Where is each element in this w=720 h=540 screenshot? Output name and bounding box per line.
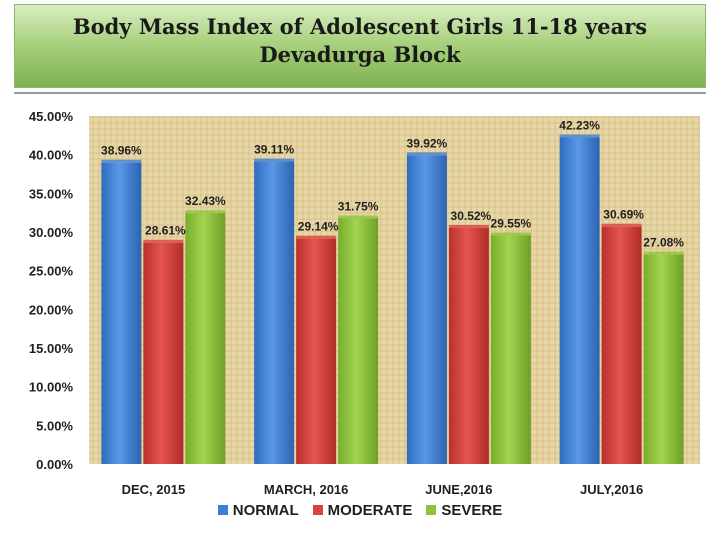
chart-subtitle: Devadurga Block <box>259 42 461 67</box>
data-label: 28.61% <box>145 224 186 238</box>
y-tick-label: 20.00% <box>29 302 74 317</box>
chart-title-banner: Body Mass Index of Adolescent Girls 11-1… <box>14 4 706 88</box>
legend-swatch-severe <box>426 505 437 515</box>
data-label: 42.23% <box>559 118 600 132</box>
bar-moderate <box>296 238 337 464</box>
data-label: 32.43% <box>185 194 226 208</box>
legend-swatch-moderate <box>312 505 323 515</box>
data-label: 31.75% <box>338 199 379 213</box>
bar-cap-moderate <box>296 235 337 239</box>
data-label: 39.11% <box>254 143 294 157</box>
bar-severe <box>490 235 531 464</box>
legend-item-moderate: MODERATE <box>312 501 413 519</box>
bar-cap-moderate <box>448 224 489 228</box>
bar-cap-severe <box>185 210 226 214</box>
y-tick-label: 35.00% <box>29 186 74 201</box>
y-tick-label: 25.00% <box>29 264 74 279</box>
y-tick-label: 30.00% <box>29 225 74 240</box>
bar-cap-severe <box>490 232 531 236</box>
x-tick-label: JULY,2016 <box>580 482 643 497</box>
data-label: 27.08% <box>643 236 684 250</box>
bar-normal <box>254 161 295 465</box>
legend: NORMAL MODERATE SEVERE <box>0 500 720 520</box>
bar-moderate <box>143 242 184 464</box>
data-label: 38.96% <box>101 144 142 158</box>
bar-chart: 0.00% 5.00% 10.00% 15.00% 20.00% 25.00% 30.00%… <box>29 109 700 497</box>
legend-label-normal: NORMAL <box>232 501 299 519</box>
data-label: 30.52% <box>451 209 492 223</box>
y-tick-label: 45.00% <box>29 109 74 124</box>
data-label: 29.14% <box>298 220 339 234</box>
legend-item-normal: NORMAL <box>217 501 299 519</box>
bar-normal <box>559 137 600 464</box>
legend-label-moderate: MODERATE <box>327 501 413 519</box>
bar-cap-normal <box>559 134 600 138</box>
bar-severe <box>185 213 226 464</box>
legend-item-severe: SEVERE <box>426 502 502 519</box>
chart-title: Body Mass Index of Adolescent Girls 11-1… <box>72 14 648 39</box>
legend-swatch-normal <box>217 505 228 515</box>
bar-cap-moderate <box>143 239 184 243</box>
data-label: 39.92% <box>407 136 448 150</box>
y-tick-label: 40.00% <box>29 148 74 163</box>
bar-cap-moderate <box>601 223 642 227</box>
legend-label-severe: SEVERE <box>441 501 503 519</box>
bar-severe <box>643 254 684 464</box>
y-tick-label: 0.00% <box>36 457 73 472</box>
data-label: 30.69% <box>603 208 644 222</box>
data-label: 29.55% <box>491 216 532 230</box>
x-tick-label: MARCH, 2016 <box>264 482 349 497</box>
bar-cap-normal <box>101 159 142 163</box>
bar-severe <box>338 218 379 464</box>
x-tick-label: DEC, 2015 <box>122 482 186 497</box>
bar-cap-severe <box>643 251 684 255</box>
x-tick-label: JUNE,2016 <box>425 482 492 497</box>
bar-moderate <box>601 226 642 464</box>
y-tick-label: 15.00% <box>29 341 74 356</box>
bar-cap-severe <box>338 215 379 219</box>
bar-moderate <box>448 227 489 464</box>
bar-cap-normal <box>254 158 295 162</box>
bar-cap-normal <box>406 152 447 156</box>
y-tick-label: 10.00% <box>29 380 74 395</box>
y-tick-label: 5.00% <box>36 418 73 433</box>
title-divider <box>14 92 706 94</box>
bar-normal <box>101 162 142 464</box>
bar-normal <box>406 155 447 464</box>
